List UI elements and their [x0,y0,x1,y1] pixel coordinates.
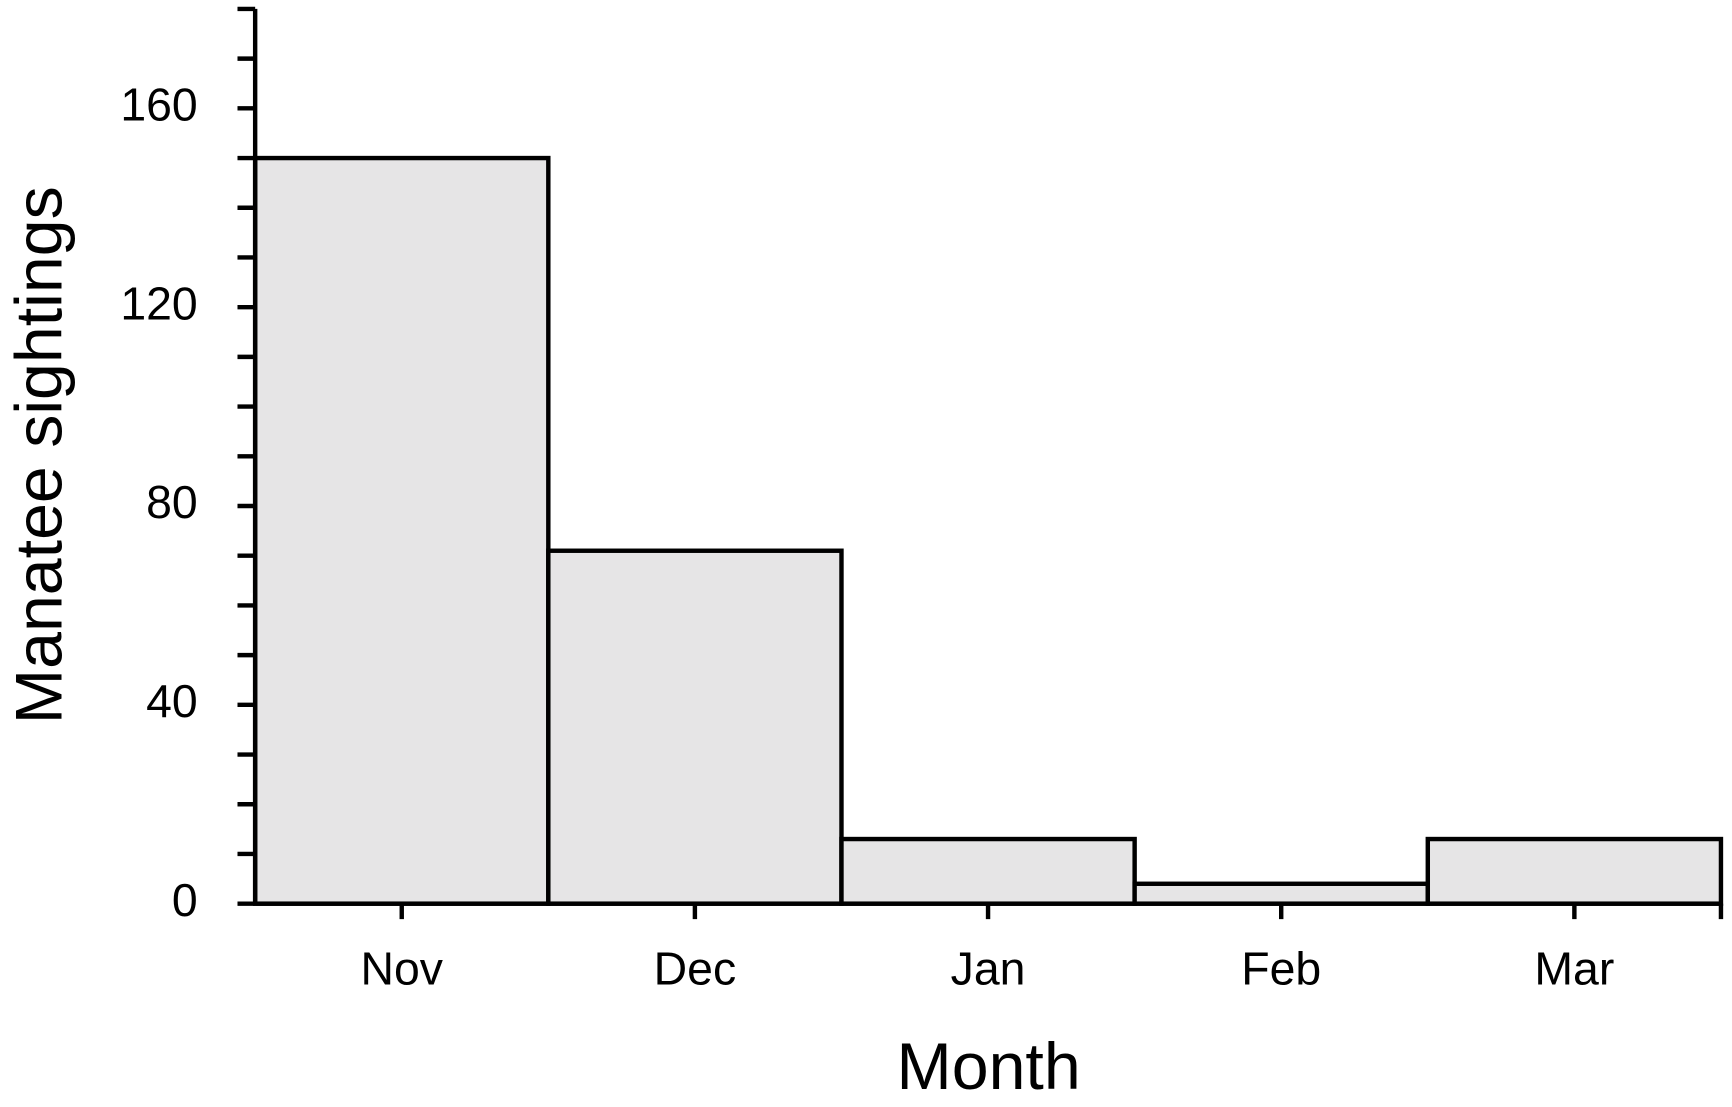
x-tick-label: Mar [1534,942,1614,994]
y-axis-title: Manatee sightings [3,186,77,724]
bar [252,155,551,906]
bar [1425,836,1724,906]
y-tick-label: 80 [146,476,198,528]
y-tick-label: 40 [146,675,198,727]
x-tick-label: Feb [1241,942,1321,994]
x-tick-label: Jan [951,942,1026,994]
bar [546,548,844,906]
y-tick-label: 0 [172,874,198,926]
bar [1132,881,1431,906]
x-tick-label: Dec [654,942,736,994]
y-tick-label: 120 [120,277,197,329]
y-tick-label: 160 [120,79,197,131]
x-axis-title: Month [897,1030,1081,1104]
bar [839,836,1137,906]
x-tick-label: Nov [360,942,443,994]
